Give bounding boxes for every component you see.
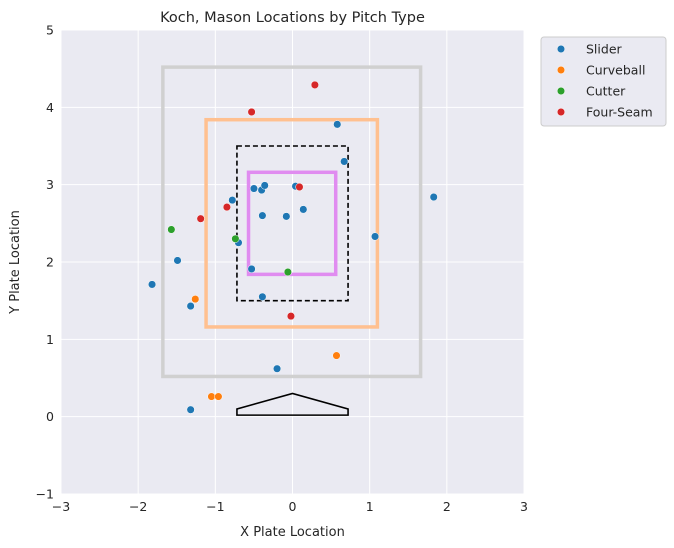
- legend-marker: [556, 107, 566, 117]
- legend: Slider Curveball Cutter Four-Seam: [540, 36, 667, 127]
- x-tick-label: −1: [206, 499, 224, 514]
- legend-label: Slider: [586, 42, 623, 57]
- data-point: [148, 280, 157, 289]
- legend-label: Curveball: [586, 63, 645, 78]
- data-point: [173, 256, 182, 265]
- legend-marker: [556, 65, 566, 75]
- data-point: [333, 120, 342, 129]
- y-tick-label: 3: [46, 177, 54, 192]
- x-tick-label: −2: [129, 499, 147, 514]
- x-tick-label: 3: [520, 499, 528, 514]
- strike-zones: [161, 65, 423, 379]
- data-point: [429, 192, 438, 202]
- chart-title: Koch, Mason Locations by Pitch Type: [160, 10, 425, 26]
- data-point: [340, 157, 349, 166]
- y-tick-label: 4: [46, 100, 54, 115]
- home-plate: [236, 392, 349, 416]
- grid-lines: [60, 29, 525, 495]
- data-point: [299, 205, 308, 214]
- x-tick-label: 2: [443, 499, 451, 514]
- x-tick-label: 0: [289, 499, 297, 514]
- data-point: [222, 203, 231, 212]
- data-point: [258, 211, 267, 220]
- zone-rect: [246, 170, 338, 277]
- legend-marker: [556, 44, 566, 54]
- data-point: [371, 232, 380, 241]
- data-point: [186, 405, 195, 414]
- data-point: [260, 181, 269, 190]
- y-tick-label: 1: [46, 332, 54, 347]
- data-point: [228, 196, 237, 205]
- data-point: [249, 184, 258, 193]
- x-axis-label: X Plate Location: [240, 525, 345, 540]
- data-point: [295, 182, 304, 192]
- legend-label: Four-Seam: [586, 105, 653, 120]
- data-point: [310, 80, 319, 89]
- data-point: [247, 107, 256, 117]
- y-tick-label: 5: [46, 23, 54, 38]
- data-point: [214, 392, 223, 401]
- data-point: [186, 302, 195, 311]
- data-point: [191, 295, 200, 304]
- y-tick-label: −1: [36, 487, 54, 502]
- y-tick-label: 2: [46, 255, 54, 270]
- data-point: [258, 292, 267, 301]
- data-point: [207, 392, 216, 401]
- y-tick-label: 0: [46, 409, 54, 424]
- data-point: [167, 225, 176, 234]
- y-tick-labels: −1 0 1 2 3 4 5: [36, 23, 54, 502]
- data-points: [148, 80, 438, 414]
- data-point: [247, 264, 256, 274]
- data-point: [283, 268, 292, 277]
- legend-marker: [556, 86, 566, 96]
- zone-rect: [204, 117, 380, 329]
- zone-rect: [236, 145, 349, 302]
- data-point: [273, 364, 282, 373]
- data-point: [332, 351, 341, 360]
- data-point: [196, 214, 205, 223]
- zone-rect: [161, 65, 423, 379]
- data-point: [286, 312, 296, 321]
- data-point: [231, 234, 240, 243]
- x-tick-labels: −3 −2 −1 0 1 2 3: [52, 499, 528, 514]
- data-point: [282, 212, 291, 221]
- legend-box: [540, 36, 667, 127]
- x-tick-label: 1: [366, 499, 374, 514]
- x-tick-label: −3: [52, 499, 70, 514]
- legend-label: Cutter: [586, 84, 626, 99]
- y-axis-label: Y Plate Location: [8, 210, 23, 315]
